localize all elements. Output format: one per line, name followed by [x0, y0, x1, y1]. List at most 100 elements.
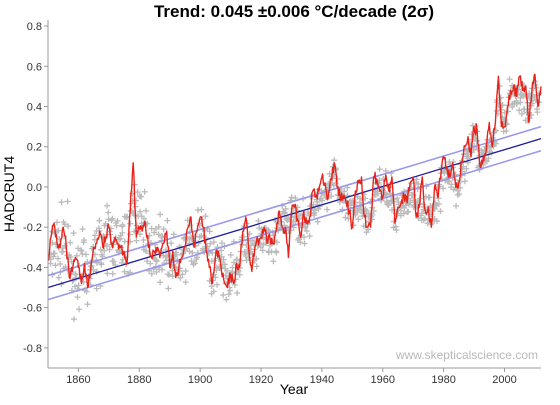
- monthly-point: [497, 94, 504, 101]
- monthly-point: [104, 202, 111, 209]
- monthly-point: [506, 76, 513, 83]
- monthly-point: [101, 247, 108, 254]
- monthly-point: [144, 258, 151, 265]
- y-tick-label: -0.6: [23, 303, 42, 315]
- monthly-point: [70, 230, 77, 237]
- monthly-point: [448, 181, 455, 188]
- monthly-point: [191, 260, 198, 267]
- monthly-point: [292, 218, 299, 225]
- monthly-point: [97, 246, 104, 253]
- monthly-point: [485, 155, 492, 162]
- monthly-point: [188, 258, 195, 265]
- trend-upper-bound-line: [47, 125, 542, 277]
- monthly-point: [155, 231, 162, 238]
- monthly-point: [301, 234, 308, 241]
- y-tick-label: 0.6: [27, 61, 42, 73]
- monthly-point: [73, 252, 80, 259]
- monthly-point: [218, 240, 225, 247]
- monthly-point: [354, 208, 361, 215]
- monthly-point: [157, 279, 164, 286]
- monthly-point: [306, 233, 313, 240]
- y-tick-label: 0.4: [27, 101, 42, 113]
- monthly-point: [369, 212, 376, 219]
- monthly-point: [157, 211, 164, 218]
- monthly-point: [53, 241, 60, 248]
- y-tick-label: -0.4: [23, 262, 42, 274]
- monthly-point: [456, 190, 463, 197]
- monthly-point: [169, 273, 176, 280]
- monthly-point: [255, 217, 262, 224]
- monthly-point: [189, 249, 196, 256]
- monthly-point: [93, 285, 100, 292]
- monthly-point: [446, 178, 453, 185]
- monthly-point: [302, 224, 309, 231]
- monthly-point: [148, 270, 155, 277]
- monthly-point: [182, 268, 189, 275]
- monthly-point: [301, 240, 308, 247]
- monthly-point: [134, 189, 141, 196]
- monthly-point: [202, 213, 209, 220]
- x-tick-label: 1860: [66, 374, 90, 386]
- monthly-point: [385, 202, 392, 209]
- monthly-point: [61, 221, 68, 228]
- monthly-point: [270, 258, 277, 265]
- monthly-point: [165, 285, 172, 292]
- y-tick-label: 0.8: [27, 21, 42, 33]
- monthly-point: [211, 257, 218, 264]
- monthly-point: [53, 219, 60, 226]
- monthly-point: [259, 247, 266, 254]
- monthly-point: [138, 193, 145, 200]
- monthly-point: [104, 270, 111, 277]
- monthly-point: [319, 197, 326, 204]
- monthly-point: [453, 202, 460, 209]
- monthly-point: [332, 180, 339, 187]
- monthly-point: [518, 110, 525, 117]
- monthly-point: [98, 261, 105, 268]
- monthly-point: [425, 194, 432, 201]
- monthly-point: [400, 210, 407, 217]
- monthly-point: [164, 217, 171, 224]
- monthly-point: [245, 254, 252, 261]
- trend-line-layer: [47, 138, 542, 289]
- monthly-point: [297, 239, 304, 246]
- monthly-point: [173, 249, 180, 256]
- monthly-point: [170, 231, 177, 238]
- monthly-point: [234, 256, 241, 263]
- monthly-point: [70, 316, 77, 323]
- monthly-point: [220, 292, 227, 299]
- y-tick-label: 0.0: [27, 182, 42, 194]
- monthly-point: [413, 176, 420, 183]
- monthly-point: [473, 137, 480, 144]
- y-tick-label: -0.8: [23, 343, 42, 355]
- monthly-point: [61, 242, 68, 249]
- monthly-point: [51, 250, 58, 257]
- monthly-point: [110, 258, 117, 265]
- monthly-point: [105, 209, 112, 216]
- monthly-point: [82, 251, 89, 258]
- monthly-point: [141, 188, 148, 195]
- monthly-point: [328, 193, 335, 200]
- monthly-point: [121, 268, 128, 275]
- plot-area: [48, 20, 541, 368]
- monthly-point: [273, 239, 280, 246]
- monthly-point: [227, 251, 234, 258]
- monthly-point: [74, 294, 81, 301]
- monthly-point: [223, 296, 230, 303]
- monthly-point: [392, 223, 399, 230]
- monthly-point: [421, 215, 428, 222]
- monthly-point: [119, 229, 126, 236]
- y-tick-label: -0.2: [23, 222, 42, 234]
- monthly-point: [106, 246, 113, 253]
- x-axis-ticks: 1860 1880 1900 1920 1940 1960 1980 2000: [66, 368, 517, 386]
- monthly-point: [55, 274, 62, 281]
- monthly-point: [437, 208, 444, 215]
- monthly-point: [127, 220, 134, 227]
- monthly-point: [55, 227, 62, 234]
- monthly-point: [227, 287, 234, 294]
- monthly-point: [153, 257, 160, 264]
- monthly-point: [509, 103, 516, 110]
- monthly-point: [47, 260, 54, 267]
- x-tick-label: 1980: [431, 374, 455, 386]
- monthly-point: [179, 271, 186, 278]
